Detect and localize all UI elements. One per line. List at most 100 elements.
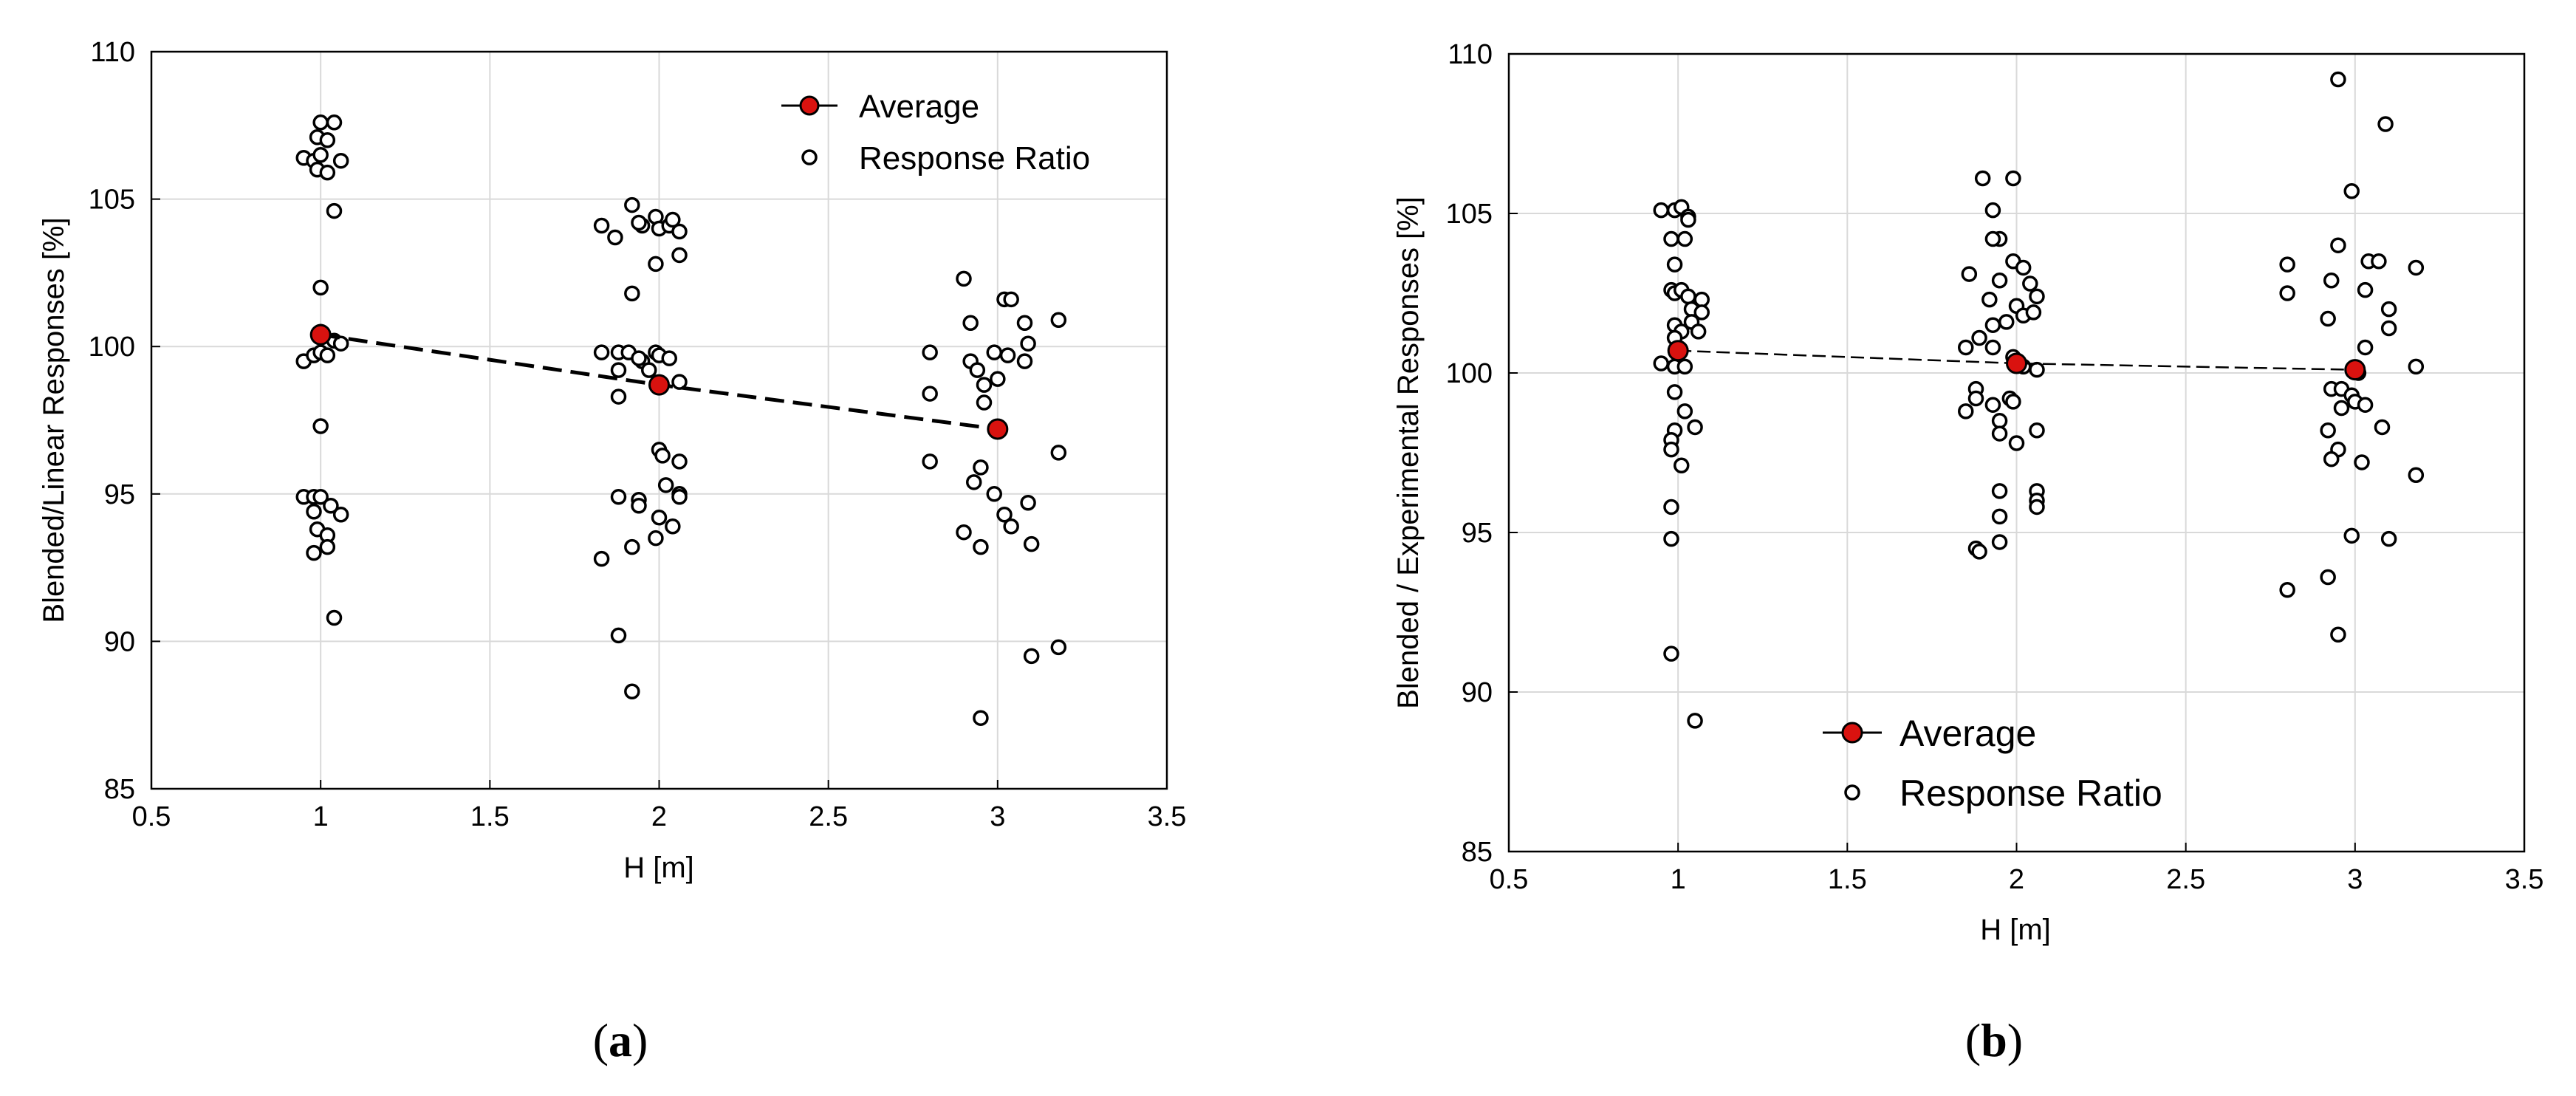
response-ratio-point — [2029, 288, 2045, 305]
response-ratio-point — [2408, 467, 2425, 483]
response-ratio-point — [976, 394, 993, 411]
x-tick-label: 3 — [2347, 864, 2363, 895]
response-ratio-point — [326, 609, 343, 626]
response-ratio-point — [671, 489, 688, 505]
response-ratio-point — [631, 498, 647, 514]
response-ratio-point — [973, 459, 989, 476]
response-ratio-point — [312, 489, 329, 505]
response-ratio-point — [641, 362, 657, 378]
response-ratio-point — [1971, 329, 1987, 346]
response-ratio-point — [2025, 304, 2042, 321]
x-tick-label: 0.5 — [132, 801, 171, 832]
response-ratio-point — [2320, 569, 2336, 586]
response-ratio-point — [1676, 403, 1693, 419]
response-ratio-point — [1676, 230, 1693, 247]
response-ratio-point — [610, 489, 627, 505]
average-point — [2006, 352, 2027, 374]
response-ratio-point — [1984, 317, 2001, 333]
response-ratio-point — [1991, 413, 2008, 429]
x-tick-label: 1 — [313, 801, 329, 832]
response-ratio-point — [973, 538, 989, 555]
response-ratio-point — [1003, 518, 1019, 535]
response-ratio-point — [1020, 335, 1036, 352]
x-tick-label: 2 — [2009, 864, 2024, 895]
y-tick-label: 105 — [1446, 199, 1493, 230]
response-ratio-point — [1971, 544, 1987, 560]
response-ratio-point — [323, 498, 339, 514]
response-ratio-point — [624, 538, 640, 555]
response-ratio-point — [1666, 384, 1683, 400]
x-tick-label: 2.5 — [809, 801, 848, 832]
response-ratio-point — [1693, 304, 1710, 321]
y-tick-label: 105 — [89, 185, 135, 216]
response-ratio-point — [2330, 626, 2346, 643]
response-ratio-point — [1687, 419, 1703, 436]
response-ratio-point — [2374, 419, 2391, 436]
response-ratio-point — [624, 683, 640, 700]
y-axis-label: Blended/Linear Responses [%] — [38, 217, 70, 623]
response-ratio-point — [610, 362, 627, 378]
response-ratio-point — [2022, 275, 2038, 292]
response-ratio-point — [976, 377, 993, 393]
response-ratio-point — [671, 453, 688, 470]
response-ratio-point — [2279, 582, 2295, 598]
response-ratio-point — [966, 474, 982, 490]
response-ratio-point — [319, 347, 336, 363]
response-ratio-point — [326, 202, 343, 219]
legend-response-ratio-marker — [801, 149, 818, 165]
response-ratio-point — [1680, 288, 1696, 305]
response-ratio-point — [1666, 256, 1683, 273]
x-tick-label: 3.5 — [1148, 801, 1187, 832]
y-tick-label: 90 — [104, 626, 135, 657]
response-ratio-point — [1981, 291, 1998, 308]
response-ratio-point — [1016, 353, 1033, 369]
response-ratio-point — [1958, 403, 1974, 419]
y-tick-label: 85 — [1462, 837, 1493, 868]
response-ratio-point — [332, 506, 349, 523]
response-ratio-point — [671, 247, 688, 264]
response-ratio-point — [665, 518, 681, 535]
response-ratio-point — [2343, 183, 2360, 199]
response-ratio-point — [332, 335, 349, 352]
x-tick-label: 3.5 — [2505, 864, 2544, 895]
response-ratio-point — [1984, 230, 2001, 247]
response-ratio-point — [2320, 310, 2336, 327]
response-ratio-point — [986, 486, 1002, 502]
response-ratio-point — [1674, 457, 1690, 474]
response-ratio-point — [593, 217, 610, 234]
response-ratio-point — [1653, 355, 1669, 371]
response-ratio-point — [1663, 230, 1679, 247]
response-ratio-point — [1663, 645, 1679, 662]
response-ratio-point — [2330, 237, 2346, 253]
response-ratio-point — [2323, 451, 2340, 467]
response-ratio-point — [2005, 394, 2021, 410]
response-ratio-point — [671, 374, 688, 390]
response-ratio-point — [2029, 361, 2045, 378]
response-ratio-point — [312, 279, 329, 296]
legend-average-marker — [1841, 722, 1863, 744]
response-ratio-point — [922, 344, 938, 360]
response-ratio-point — [1991, 425, 2008, 442]
average-point — [2344, 359, 2366, 381]
response-ratio-point — [312, 146, 329, 163]
response-ratio-point — [2333, 400, 2350, 417]
response-ratio-point — [654, 448, 671, 464]
response-ratio-point — [661, 350, 677, 366]
legend-average-label: Average — [1900, 713, 2036, 754]
response-ratio-point — [2279, 256, 2295, 273]
response-ratio-point — [1974, 170, 1991, 187]
response-ratio-point — [651, 509, 668, 526]
legend-response-ratio-label: Response Ratio — [1900, 773, 2162, 814]
response-ratio-point — [1690, 323, 1707, 340]
x-axis-label: H [m] — [623, 852, 694, 884]
response-ratio-point — [1663, 530, 1679, 547]
response-ratio-point — [326, 114, 343, 131]
legend-average-label: Average — [859, 89, 979, 125]
response-ratio-point — [2380, 301, 2397, 318]
response-ratio-point — [1050, 639, 1067, 656]
response-ratio-point — [2380, 530, 2397, 547]
response-ratio-point — [1984, 202, 2001, 219]
response-ratio-point — [631, 214, 647, 231]
response-ratio-point — [593, 550, 610, 567]
x-tick-label: 0.5 — [1490, 864, 1529, 895]
